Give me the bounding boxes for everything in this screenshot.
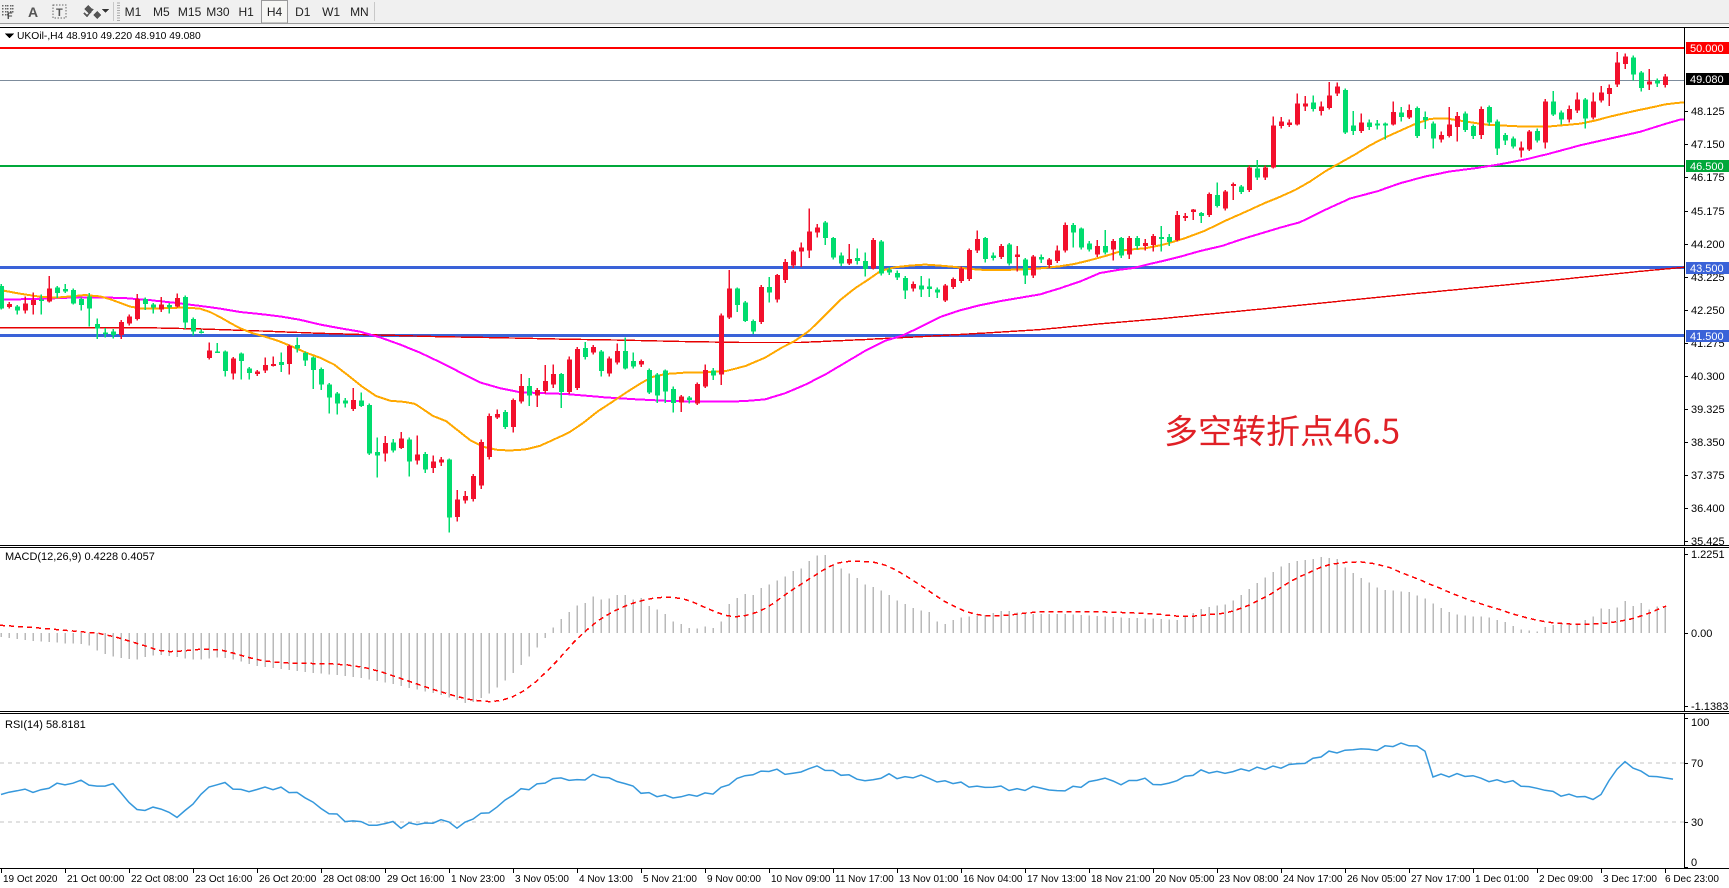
svg-text:43.225: 43.225 (1691, 272, 1725, 284)
svg-text:24 Nov 17:00: 24 Nov 17:00 (1283, 874, 1343, 885)
svg-text:45.175: 45.175 (1691, 206, 1725, 218)
svg-text:MACD(12,26,9) 0.4228 0.4057: MACD(12,26,9) 0.4228 0.4057 (5, 551, 155, 563)
svg-text:17 Nov 13:00: 17 Nov 13:00 (1027, 874, 1087, 885)
svg-text:70: 70 (1691, 758, 1703, 770)
svg-text:1.2251: 1.2251 (1691, 549, 1725, 561)
svg-text:T: T (56, 7, 63, 19)
svg-text:19 Oct 2020: 19 Oct 2020 (3, 874, 58, 885)
svg-text:48.125: 48.125 (1691, 106, 1725, 118)
svg-text:UKOil-,H4 48.910 49.220 48.91: UKOil-,H4 48.910 49.220 48.910 49.080 (17, 31, 201, 42)
svg-text:26 Oct 20:00: 26 Oct 20:00 (259, 874, 317, 885)
svg-text:49.080: 49.080 (1690, 74, 1724, 86)
svg-text:4 Nov 13:00: 4 Nov 13:00 (579, 874, 633, 885)
svg-text:13 Nov 01:00: 13 Nov 01:00 (899, 874, 959, 885)
svg-text:23 Oct 16:00: 23 Oct 16:00 (195, 874, 253, 885)
svg-text:16 Nov 04:00: 16 Nov 04:00 (963, 874, 1023, 885)
svg-text:43.500: 43.500 (1690, 263, 1724, 275)
svg-text:47.150: 47.150 (1691, 139, 1725, 151)
svg-text:5 Nov 21:00: 5 Nov 21:00 (643, 874, 697, 885)
svg-text:40.300: 40.300 (1691, 371, 1725, 383)
svg-text:6 Dec 23:00: 6 Dec 23:00 (1665, 874, 1719, 885)
svg-text:W1: W1 (322, 5, 340, 19)
svg-text:100: 100 (1691, 717, 1709, 729)
svg-text:23 Nov 08:00: 23 Nov 08:00 (1219, 874, 1279, 885)
svg-text:F: F (7, 11, 13, 21)
svg-text:44.200: 44.200 (1691, 239, 1725, 251)
svg-text:41.500: 41.500 (1690, 331, 1724, 343)
svg-text:22 Oct 08:00: 22 Oct 08:00 (131, 874, 189, 885)
svg-text:29 Oct 16:00: 29 Oct 16:00 (387, 874, 445, 885)
svg-text:20 Nov 05:00: 20 Nov 05:00 (1155, 874, 1215, 885)
svg-text:21 Oct 00:00: 21 Oct 00:00 (67, 874, 125, 885)
svg-text:38.350: 38.350 (1691, 437, 1725, 449)
svg-text:26 Nov 05:00: 26 Nov 05:00 (1347, 874, 1407, 885)
svg-text:H4: H4 (267, 5, 283, 19)
svg-text:39.325: 39.325 (1691, 404, 1725, 416)
svg-text:10 Nov 09:00: 10 Nov 09:00 (771, 874, 831, 885)
svg-text:0: 0 (1691, 857, 1697, 869)
svg-text:36.400: 36.400 (1691, 503, 1725, 515)
svg-text:1 Dec 01:00: 1 Dec 01:00 (1475, 874, 1529, 885)
svg-text:3 Nov 05:00: 3 Nov 05:00 (515, 874, 569, 885)
svg-text:2 Dec 09:00: 2 Dec 09:00 (1539, 874, 1593, 885)
svg-text:42.250: 42.250 (1691, 305, 1725, 317)
svg-text:H1: H1 (239, 5, 255, 19)
svg-text:M30: M30 (206, 5, 230, 19)
svg-text:M15: M15 (178, 5, 202, 19)
svg-text:18 Nov 21:00: 18 Nov 21:00 (1091, 874, 1151, 885)
svg-text:11 Nov 17:00: 11 Nov 17:00 (835, 874, 894, 885)
svg-text:9 Nov 00:00: 9 Nov 00:00 (707, 874, 761, 885)
svg-text:1 Nov 23:00: 1 Nov 23:00 (451, 874, 505, 885)
svg-text:30: 30 (1691, 817, 1703, 829)
svg-text:-1.1383: -1.1383 (1691, 701, 1728, 713)
svg-text:46.500: 46.500 (1690, 161, 1724, 173)
svg-text:0.00: 0.00 (1691, 628, 1712, 640)
svg-text:28 Oct 08:00: 28 Oct 08:00 (323, 874, 381, 885)
svg-text:27 Nov 17:00: 27 Nov 17:00 (1411, 874, 1471, 885)
svg-text:37.375: 37.375 (1691, 470, 1725, 482)
svg-text:50.000: 50.000 (1690, 43, 1724, 55)
svg-text:3 Dec 17:00: 3 Dec 17:00 (1603, 874, 1657, 885)
svg-text:D1: D1 (295, 5, 311, 19)
svg-text:M1: M1 (125, 5, 142, 19)
svg-text:M5: M5 (153, 5, 170, 19)
svg-text:46.175: 46.175 (1691, 172, 1725, 184)
svg-text:MN: MN (350, 5, 369, 19)
svg-text:RSI(14) 58.8181: RSI(14) 58.8181 (5, 719, 86, 731)
svg-text:35.425: 35.425 (1691, 536, 1725, 548)
svg-text:A: A (28, 4, 38, 20)
